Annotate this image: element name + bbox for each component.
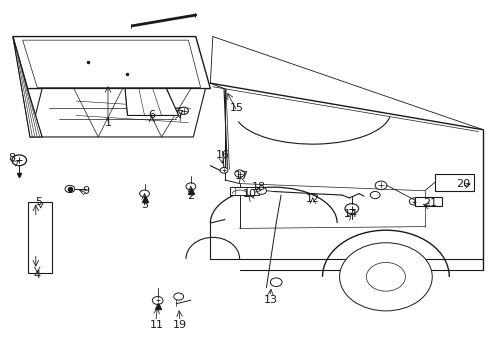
Text: 2: 2 [187, 191, 194, 201]
Circle shape [369, 192, 379, 199]
Circle shape [178, 107, 188, 114]
Text: 7: 7 [176, 111, 183, 121]
Text: 13: 13 [264, 295, 278, 305]
Circle shape [140, 190, 149, 197]
Text: 19: 19 [173, 320, 187, 330]
Circle shape [256, 187, 266, 194]
Text: 21: 21 [422, 198, 436, 208]
Circle shape [339, 243, 431, 311]
Circle shape [173, 293, 183, 300]
Circle shape [344, 204, 358, 214]
Circle shape [270, 278, 282, 287]
Circle shape [152, 297, 163, 305]
Text: 10: 10 [242, 189, 256, 199]
Circle shape [220, 167, 227, 173]
Text: 14: 14 [343, 209, 357, 219]
Text: 16: 16 [215, 150, 229, 160]
Circle shape [65, 185, 75, 193]
Polygon shape [30, 89, 205, 137]
Circle shape [234, 170, 244, 177]
Bar [434, 174, 473, 191]
Text: 12: 12 [305, 194, 319, 204]
Text: 4: 4 [34, 270, 41, 280]
Text: 17: 17 [235, 171, 248, 181]
Text: 1: 1 [104, 118, 111, 128]
Circle shape [185, 183, 195, 190]
Bar [414, 197, 441, 206]
Text: 15: 15 [230, 103, 244, 113]
Text: 3: 3 [141, 200, 148, 210]
Polygon shape [13, 37, 210, 89]
Text: 11: 11 [149, 320, 163, 330]
Circle shape [408, 198, 418, 205]
Text: 6: 6 [148, 111, 155, 121]
Text: 9: 9 [82, 186, 89, 197]
Polygon shape [229, 187, 259, 195]
Text: 8: 8 [8, 153, 15, 163]
Circle shape [12, 155, 26, 166]
Circle shape [374, 181, 386, 190]
Text: 20: 20 [455, 179, 469, 189]
Bar [27, 202, 52, 273]
Text: 18: 18 [251, 182, 265, 192]
Circle shape [366, 262, 405, 291]
Polygon shape [13, 37, 42, 137]
Polygon shape [125, 89, 178, 116]
Text: 5: 5 [35, 197, 42, 207]
